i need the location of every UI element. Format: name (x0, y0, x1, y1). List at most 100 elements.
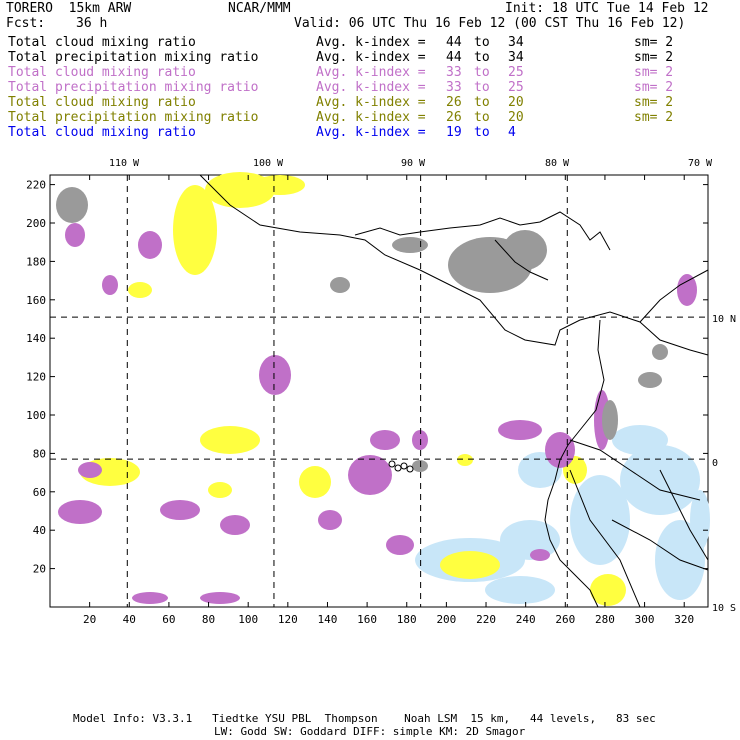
legend-sm: sm= 2 (634, 80, 674, 95)
y-tick-label: 80 (33, 447, 46, 460)
legend-sm: sm= 2 (634, 95, 674, 110)
island (400, 462, 408, 470)
cloud-patch (173, 185, 217, 275)
legend-sm: sm= 2 (634, 50, 674, 65)
x-tick-label: 180 (397, 613, 417, 626)
model-physics: LW: Godd SW: Goddard DIFF: simple KM: 2D… (214, 725, 526, 738)
coastline (659, 469, 709, 561)
legend-index: Avg. k-index = (316, 110, 426, 125)
longitude-label: 110 W (109, 158, 140, 169)
x-tick-label: 240 (516, 613, 536, 626)
legend-field: Total precipitation mixing ratio (8, 80, 259, 95)
legend-from: 26 (446, 95, 462, 110)
legend-from: 19 (446, 125, 462, 140)
cloud-patch (612, 425, 668, 455)
legend-end: 34 (508, 35, 524, 50)
cloud-patch (65, 223, 85, 247)
legend-index: Avg. k-index = (316, 80, 426, 95)
y-tick-label: 120 (26, 371, 46, 384)
x-tick-label: 300 (635, 613, 655, 626)
model-info: Model Info: V3.3.1 Tiedtke YSU PBL Thomp… (73, 712, 656, 725)
y-tick-label: 40 (33, 524, 46, 537)
x-tick-label: 320 (674, 613, 694, 626)
legend-end: 4 (508, 125, 516, 140)
coastlines (199, 174, 709, 608)
island (406, 465, 414, 473)
cloud-patch (485, 576, 555, 604)
forecast-hour: 36 h (76, 16, 108, 31)
cloud-patch (259, 355, 291, 395)
y-tick-label: 140 (26, 332, 46, 345)
cloud-patch (160, 500, 200, 520)
legend-from: 26 (446, 110, 462, 125)
legend-index: Avg. k-index = (316, 125, 426, 140)
cloud-patch (208, 482, 232, 498)
y-tick-label: 160 (26, 294, 46, 307)
legend-end: 25 (508, 65, 524, 80)
cloud-fields (56, 172, 710, 606)
cloud-patch (457, 454, 473, 466)
island (394, 464, 402, 472)
cloud-patch (348, 455, 392, 495)
forecast-label: Fcst: (6, 16, 46, 31)
legend-to: to (474, 125, 490, 140)
x-tick-label: 220 (476, 613, 496, 626)
y-tick-label: 200 (26, 217, 46, 230)
longitude-label: 80 W (545, 158, 570, 169)
longitude-label: 70 W (688, 158, 713, 169)
model-title: TORERO 15km ARW (6, 1, 132, 16)
legend-index: Avg. k-index = (316, 35, 426, 50)
legend-sm: sm= 2 (634, 110, 674, 125)
cloud-patch (570, 475, 630, 565)
legend-to: to (474, 80, 490, 95)
cloud-patch (500, 520, 560, 560)
x-tick-label: 260 (555, 613, 575, 626)
legend-from: 44 (446, 50, 462, 65)
lat-lon-grid (50, 175, 708, 607)
legend-field: Total cloud mixing ratio (8, 125, 196, 140)
cloud-patch (638, 372, 662, 388)
coastline (569, 469, 641, 608)
cloud-patch (299, 466, 331, 498)
cloud-patch (386, 535, 414, 555)
cloud-patch (690, 490, 710, 550)
coastline (354, 211, 611, 251)
x-tick-label: 20 (83, 613, 96, 626)
legend-field: Total precipitation mixing ratio (8, 110, 259, 125)
legend-field: Total cloud mixing ratio (8, 95, 196, 110)
coastline (494, 239, 549, 281)
x-tick-label: 280 (595, 613, 615, 626)
legend-to: to (474, 50, 490, 65)
legend-to: to (474, 95, 490, 110)
axis-ticks (50, 175, 708, 607)
cloud-patch (370, 430, 400, 450)
axis-labels: 20 40 60 80 100 120 140 160 180 200 220 240 260 280 30… (26, 158, 736, 626)
coastline (544, 319, 605, 608)
cloud-patch (220, 515, 250, 535)
latitude-label: 10 S (712, 603, 736, 614)
cloud-patch (132, 592, 168, 604)
x-tick-label: 200 (436, 613, 456, 626)
island (388, 460, 396, 468)
legend-field: Total cloud mixing ratio (8, 35, 196, 50)
legend-sm: sm= 2 (634, 65, 674, 80)
cloud-patch (255, 175, 305, 195)
y-tick-label: 60 (33, 486, 46, 499)
cloud-patch (503, 230, 547, 270)
legend-end: 20 (508, 110, 524, 125)
coastline (639, 321, 709, 356)
init-time: Init: 18 UTC Tue 14 Feb 12 (505, 1, 709, 16)
legend-end: 34 (508, 50, 524, 65)
coastline (611, 519, 709, 571)
cloud-patch (530, 549, 550, 561)
legend-to: to (474, 35, 490, 50)
cloud-patch (620, 445, 700, 515)
cloud-patch (58, 500, 102, 524)
x-tick-label: 140 (318, 613, 338, 626)
cloud-patch (330, 277, 350, 293)
legend-end: 25 (508, 80, 524, 95)
y-tick-label: 20 (33, 563, 46, 576)
x-tick-label: 80 (202, 613, 215, 626)
y-tick-label: 220 (26, 179, 46, 192)
y-tick-label: 100 (26, 409, 46, 422)
